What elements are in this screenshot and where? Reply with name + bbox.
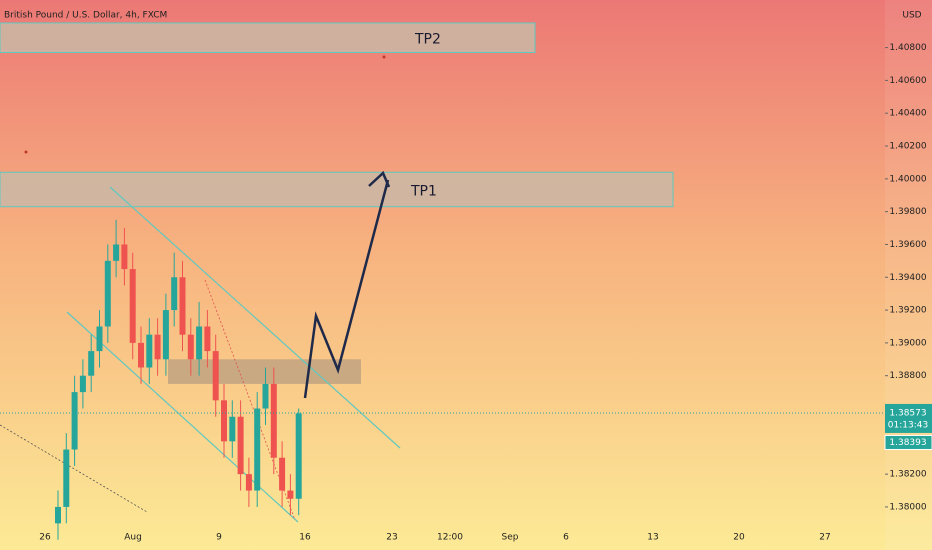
bid-price-label: 1.38393 — [889, 438, 926, 448]
candle-body — [71, 392, 78, 450]
y-tick-label: 1.40800 — [889, 43, 926, 53]
y-tick-label: 1.39000 — [889, 338, 926, 348]
last-price-box — [885, 403, 932, 433]
x-tick-label: 27 — [819, 533, 830, 543]
dot — [24, 150, 28, 154]
candle-body — [204, 326, 211, 352]
y-tick-label: 1.38200 — [889, 470, 926, 480]
last-price-label: 1.38573 — [889, 408, 926, 418]
candle-body — [113, 244, 120, 261]
x-tick-label: Sep — [502, 533, 519, 543]
candle-body — [254, 408, 261, 491]
y-tick-label: 1.39400 — [889, 273, 926, 283]
price-axis — [885, 0, 932, 550]
zone — [0, 171, 674, 208]
candle-body — [171, 277, 178, 311]
candle-body — [287, 490, 294, 499]
candle-body — [96, 326, 103, 352]
candle-body — [129, 269, 136, 343]
candle-body — [187, 334, 194, 360]
y-tick-label: 1.39600 — [889, 240, 926, 250]
y-tick-label: 1.38800 — [889, 371, 926, 381]
candle-body — [162, 310, 169, 360]
x-tick-label: 6 — [563, 533, 569, 543]
x-tick-label: 26 — [39, 533, 51, 543]
candle-body — [279, 457, 286, 491]
y-tick-label: 1.39200 — [889, 306, 926, 316]
bid-price-box — [884, 434, 932, 450]
y-tick-label: 1.38000 — [889, 502, 926, 512]
x-tick-label: 20 — [733, 533, 745, 543]
x-tick-label: 23 — [386, 533, 397, 543]
x-tick-label: 16 — [299, 533, 311, 543]
candle-body — [245, 474, 252, 491]
y-tick-label: 1.40200 — [889, 142, 926, 152]
candle-body — [295, 413, 302, 499]
candle-body — [212, 351, 219, 401]
y-tick-label: 1.40400 — [889, 109, 926, 119]
x-tick-label: Aug — [124, 533, 142, 543]
candle-body — [179, 277, 186, 335]
candle-body — [88, 351, 95, 376]
y-tick-label: 1.40000 — [889, 174, 926, 184]
trend-line — [0, 424, 148, 513]
zone — [0, 22, 536, 53]
candle-body — [55, 506, 61, 524]
candle-body — [138, 342, 144, 368]
countdown: 01:13:43 — [888, 420, 928, 430]
candle-body — [221, 400, 227, 442]
x-tick-label: 9 — [216, 533, 222, 543]
candle-body — [196, 326, 203, 360]
arrow-head — [368, 170, 391, 188]
candle-body — [146, 334, 153, 368]
projection-arrow — [303, 179, 390, 399]
candle-body — [104, 260, 111, 327]
x-tick-label: 13 — [647, 533, 658, 543]
dot — [382, 55, 386, 59]
candle-body — [262, 383, 269, 409]
zone-label: TP2 — [414, 32, 441, 48]
channel-upper — [109, 186, 401, 449]
y-tick-label: 1.40600 — [889, 76, 926, 86]
x-tick-label: 12:00 — [437, 533, 463, 543]
chart-title: British Pound / U.S. Dollar, 4h, FXCM — [4, 11, 167, 21]
candle-body — [63, 449, 70, 507]
candle-body — [121, 244, 128, 270]
y-tick-label: 1.39800 — [889, 207, 926, 217]
candle-body — [79, 375, 86, 393]
candle-body — [154, 334, 161, 360]
zone — [168, 359, 361, 384]
zone-label: TP1 — [410, 183, 437, 199]
candle-body — [270, 383, 277, 458]
candle-body — [229, 416, 236, 442]
currency-label: USD — [902, 11, 921, 21]
candle-body — [237, 416, 244, 475]
